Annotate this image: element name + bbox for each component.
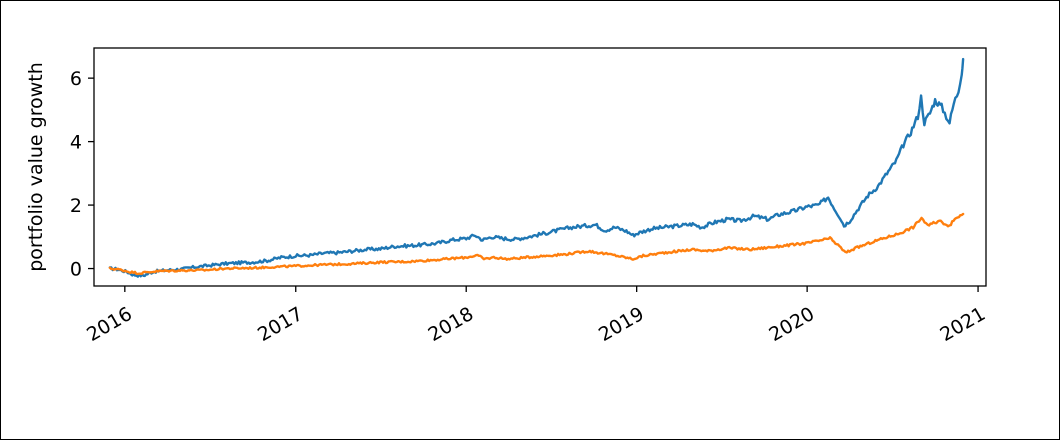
x-tick-label: 2018 — [424, 303, 477, 346]
series-layer — [108, 57, 965, 278]
y-tick-label: 2 — [70, 195, 82, 217]
y-tick-label: 0 — [70, 259, 82, 281]
y-axis-title: portfolio value growth — [25, 62, 47, 272]
x-tick-label: 2016 — [83, 303, 136, 346]
x-tick-label: 2021 — [936, 303, 989, 346]
x-axis: 2016 2017 2018 2019 2020 2021 — [83, 286, 989, 346]
y-tick-label: 4 — [70, 132, 82, 154]
series-line-2 — [108, 212, 965, 276]
y-tick-label: 6 — [70, 68, 82, 90]
x-tick-label: 2019 — [595, 303, 648, 346]
x-tick-label: 2020 — [765, 303, 818, 346]
x-tick-label: 2017 — [254, 303, 307, 346]
series-line-1 — [108, 57, 965, 278]
plot-area-border — [93, 47, 987, 287]
y-axis: 0 2 4 6 — [70, 68, 94, 281]
